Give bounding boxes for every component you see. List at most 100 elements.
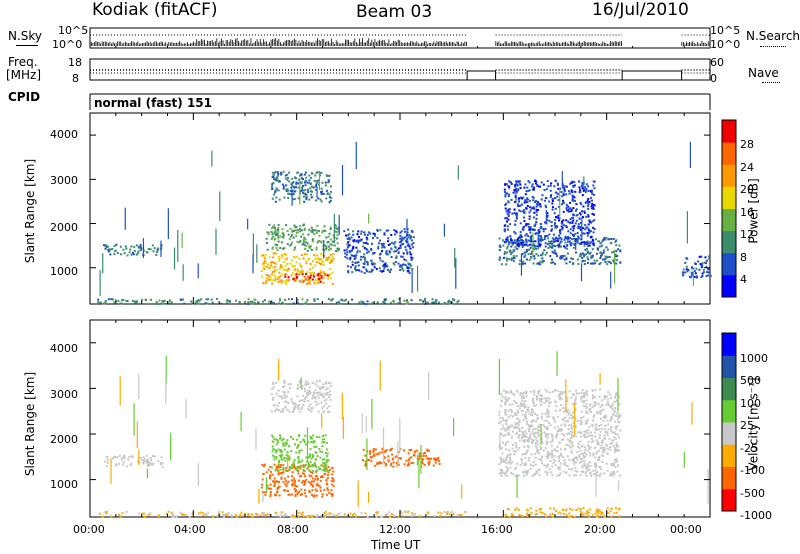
power-cell bbox=[570, 210, 573, 213]
velocity-cell bbox=[520, 396, 523, 399]
power-cell bbox=[573, 240, 576, 243]
power-cell bbox=[389, 243, 392, 246]
power-cell bbox=[270, 300, 273, 303]
power-cell bbox=[315, 232, 318, 235]
power-cell bbox=[544, 253, 547, 256]
power-cell bbox=[574, 209, 577, 212]
velocity-cell bbox=[607, 391, 610, 394]
velocity-cell bbox=[298, 451, 301, 454]
power-cell bbox=[546, 216, 549, 219]
velocity-cell bbox=[579, 508, 582, 511]
freq-gap bbox=[466, 70, 497, 81]
power-cell bbox=[343, 230, 346, 233]
power-cell bbox=[571, 216, 574, 219]
power-cell bbox=[590, 256, 593, 259]
power-cell bbox=[97, 298, 100, 301]
velocity-cell bbox=[268, 487, 271, 490]
power-cell bbox=[381, 244, 384, 247]
power-cell bbox=[281, 183, 284, 186]
velocity-cell bbox=[546, 454, 549, 457]
power-cell bbox=[275, 196, 278, 199]
velocity-cell bbox=[300, 475, 303, 478]
velocity-cell bbox=[304, 463, 307, 466]
power-cell bbox=[289, 193, 292, 196]
power-cell bbox=[366, 242, 369, 245]
power-cell bbox=[406, 240, 409, 243]
power-cell bbox=[274, 243, 277, 246]
velocity-cell bbox=[422, 455, 425, 458]
power-cell bbox=[109, 248, 112, 251]
velocity-cell bbox=[575, 461, 578, 464]
velocity-cell bbox=[511, 461, 514, 464]
power-cell bbox=[602, 251, 605, 254]
power-cell bbox=[303, 181, 306, 184]
velocity-cell bbox=[542, 424, 545, 427]
velocity-cell bbox=[530, 464, 533, 467]
power-cell bbox=[528, 258, 531, 261]
power-cell bbox=[388, 251, 391, 254]
velocity-cell bbox=[559, 429, 562, 432]
velocity-cell bbox=[321, 495, 324, 498]
power-cell bbox=[554, 226, 557, 229]
velocity-cell bbox=[522, 413, 525, 416]
power-cell bbox=[304, 253, 307, 256]
velocity-cell bbox=[331, 483, 334, 486]
velocity-cell bbox=[517, 508, 520, 511]
power-cell bbox=[405, 302, 408, 305]
power-cell bbox=[410, 239, 413, 242]
power-cell bbox=[271, 271, 274, 274]
velocity-cell bbox=[104, 460, 107, 463]
power-cell bbox=[584, 186, 587, 189]
velocity-cell bbox=[331, 476, 334, 479]
power-cell bbox=[265, 241, 268, 244]
velocity-cell bbox=[544, 397, 547, 400]
power-cell bbox=[145, 298, 148, 301]
power-cell bbox=[578, 180, 581, 183]
velocity-cell bbox=[597, 509, 600, 512]
power-cell bbox=[139, 249, 142, 252]
power-cell bbox=[309, 268, 312, 271]
velocity-cell bbox=[579, 449, 582, 452]
velocity-cell bbox=[287, 480, 290, 483]
velocity-cell bbox=[307, 464, 310, 467]
velocity-cell bbox=[433, 515, 436, 518]
velocity-cell bbox=[332, 470, 335, 473]
velocity-cell bbox=[304, 383, 307, 386]
velocity-cell bbox=[284, 405, 287, 408]
velocity-cell bbox=[303, 492, 306, 495]
power-cell bbox=[510, 245, 513, 248]
velocity-cell bbox=[151, 455, 154, 458]
velocity-cell bbox=[291, 484, 294, 487]
power-cell bbox=[552, 240, 555, 243]
velocity-cell bbox=[332, 485, 335, 488]
power-cell bbox=[572, 262, 575, 265]
power-cell bbox=[527, 189, 530, 192]
power-cell bbox=[335, 231, 338, 234]
power-cell bbox=[373, 235, 376, 238]
power-cell bbox=[524, 193, 527, 196]
velocity-cell bbox=[562, 438, 565, 441]
power-cell bbox=[269, 266, 272, 269]
power-cell bbox=[533, 180, 536, 183]
velocity-cell bbox=[598, 509, 601, 512]
velocity-cell bbox=[432, 464, 435, 467]
power-cell bbox=[585, 188, 588, 191]
power-cell bbox=[517, 205, 520, 208]
velocity-cell bbox=[330, 489, 333, 492]
power-cell bbox=[390, 268, 393, 271]
power-cell bbox=[550, 182, 553, 185]
power-cell bbox=[533, 247, 536, 250]
velocity-cell bbox=[611, 431, 614, 434]
power-cell bbox=[272, 256, 275, 259]
power-cell bbox=[515, 180, 518, 183]
power-cell bbox=[524, 199, 527, 202]
power-cell bbox=[114, 299, 117, 302]
power-cell bbox=[278, 180, 281, 183]
velocity-cell bbox=[555, 434, 558, 437]
velocity-cell bbox=[321, 386, 324, 389]
power-cell bbox=[309, 182, 312, 185]
power-cell bbox=[578, 227, 581, 230]
power-cell bbox=[295, 225, 298, 228]
power-cell bbox=[293, 248, 296, 251]
power-cell bbox=[569, 228, 572, 231]
